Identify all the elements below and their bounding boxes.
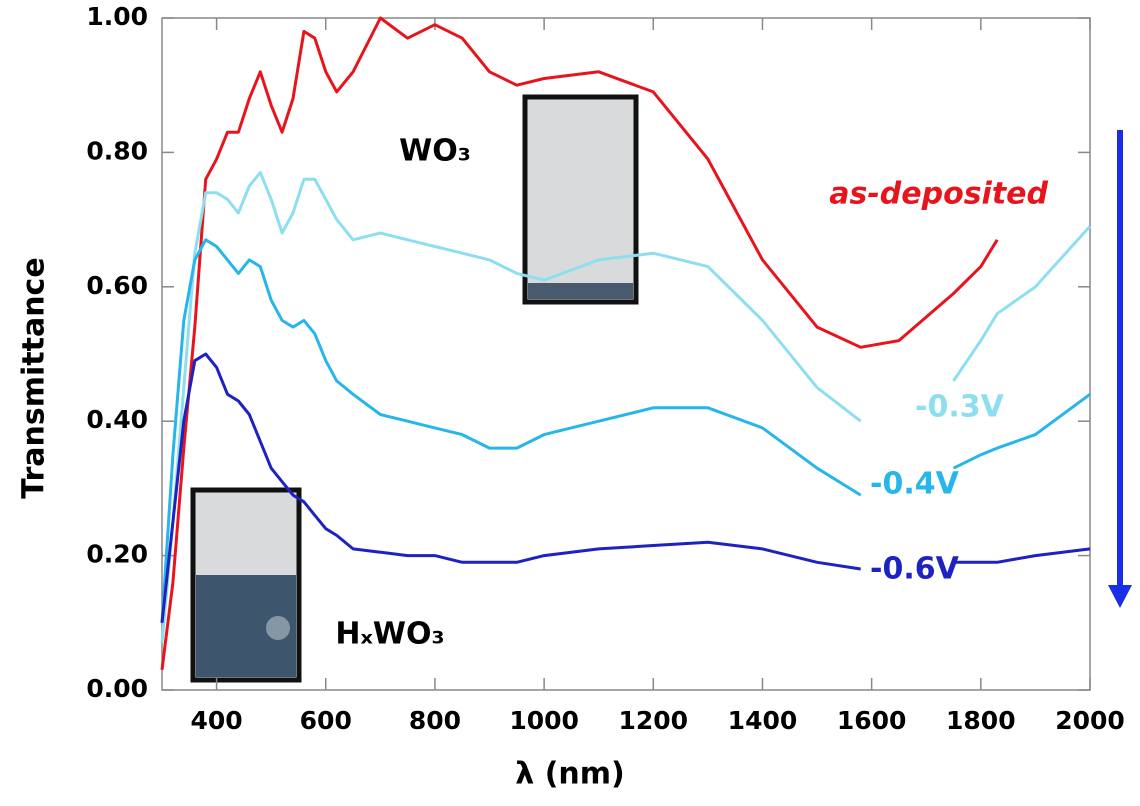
x-tick-label: 600	[300, 706, 352, 735]
x-axis-label: λ (nm)	[515, 757, 624, 792]
plot-frame	[161, 17, 1091, 691]
series-label: as-deposited	[829, 177, 1048, 212]
inset-photo-wo3	[522, 94, 639, 305]
x-tick-label: 1600	[837, 706, 907, 735]
x-tick-label: 1800	[946, 706, 1016, 735]
series-line	[160, 171, 1092, 644]
y-axis-label: Transmittance	[17, 257, 52, 498]
x-tick-label: 1000	[509, 706, 579, 735]
series-label: -0.4V	[870, 467, 960, 502]
inset-photo-hxwo3	[190, 487, 302, 683]
x-tick-label: 2000	[1055, 706, 1125, 735]
y-tick-label: 1.00	[86, 2, 148, 31]
series-line	[160, 238, 1091, 623]
series-label: -0.6V	[870, 552, 960, 587]
y-tick-label: 0.40	[86, 405, 148, 434]
annotation: WO₃	[399, 134, 471, 169]
x-tick-label: 800	[409, 706, 461, 735]
series-line	[160, 16, 999, 670]
series-label: -0.3V	[915, 390, 1005, 425]
y-tick-label: 0.00	[86, 674, 148, 703]
y-tick-label: 0.60	[86, 271, 148, 300]
y-tick-label: 0.20	[86, 540, 148, 569]
x-tick-label: 400	[190, 706, 242, 735]
series-line	[160, 352, 1091, 623]
x-tick-label: 1400	[728, 706, 798, 735]
y-tick-label: 0.80	[86, 136, 148, 165]
x-tick-label: 1200	[618, 706, 688, 735]
direction-arrow	[1108, 130, 1132, 608]
annotation: HₓWO₃	[335, 617, 444, 652]
